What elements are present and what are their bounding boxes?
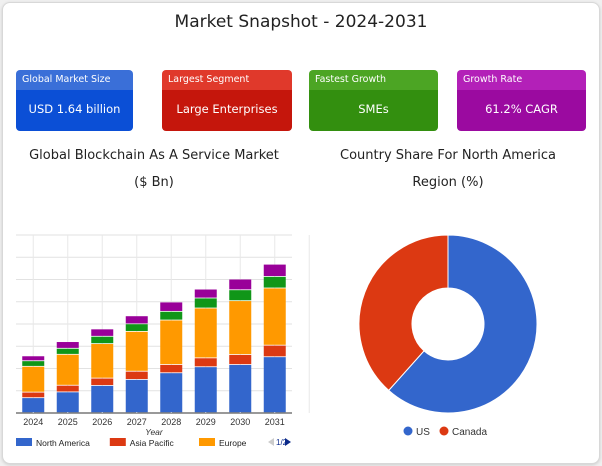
bar-segment bbox=[263, 276, 286, 288]
x-tick-label: 2025 bbox=[58, 417, 78, 427]
legend-swatch bbox=[439, 426, 449, 436]
card-value: SMEs bbox=[309, 90, 438, 131]
legend-next-icon[interactable] bbox=[285, 438, 291, 446]
x-tick-label: 2030 bbox=[230, 417, 250, 427]
card-value: Large Enterprises bbox=[162, 90, 292, 131]
pie-chart-subtitle: Region (%) bbox=[412, 175, 484, 190]
card-value: USD 1.64 billion bbox=[16, 90, 133, 131]
bar-segment bbox=[229, 279, 252, 290]
bar-segment bbox=[22, 356, 45, 361]
bar-segment bbox=[56, 392, 79, 413]
x-axis-label: Year bbox=[145, 427, 164, 437]
bar-segment bbox=[56, 342, 79, 348]
card-largest-segment: Largest Segment Large Enterprises bbox=[162, 70, 292, 131]
bar-segment bbox=[91, 378, 114, 386]
x-tick-label: 2027 bbox=[127, 417, 147, 427]
card-value: 61.2% CAGR bbox=[457, 90, 586, 131]
legend-swatch bbox=[16, 438, 32, 446]
pie-chart-title-text: Country Share For North America bbox=[340, 148, 556, 163]
bar-segment bbox=[22, 366, 45, 392]
bar-segment bbox=[160, 364, 183, 373]
bar-segment bbox=[160, 320, 183, 365]
bar-segment bbox=[194, 289, 217, 298]
bar-segment bbox=[125, 379, 148, 413]
bar-segment bbox=[194, 367, 217, 413]
legend-prev-icon[interactable] bbox=[268, 438, 274, 446]
x-tick-label: 2031 bbox=[265, 417, 285, 427]
bar-segment bbox=[22, 398, 45, 413]
legend-swatch bbox=[199, 438, 215, 446]
legend-label: Asia Pacific bbox=[130, 438, 175, 448]
x-tick-label: 2029 bbox=[196, 417, 216, 427]
card-fastest-growth: Fastest Growth SMEs bbox=[309, 70, 438, 131]
bar-chart-title: Global Blockchain As A Service Market ($… bbox=[4, 142, 304, 196]
bar-segment bbox=[160, 311, 183, 320]
x-tick-label: 2028 bbox=[161, 417, 181, 427]
bar-segment bbox=[263, 264, 286, 277]
bar-segment bbox=[194, 308, 217, 358]
bar-segment bbox=[22, 392, 45, 398]
bar-segment bbox=[125, 371, 148, 380]
donut-slice bbox=[358, 234, 449, 392]
x-tick-label: 2026 bbox=[92, 417, 112, 427]
bar-segment bbox=[229, 301, 252, 355]
bar-segment bbox=[263, 345, 286, 357]
bar-segment bbox=[194, 358, 217, 367]
legend-swatch bbox=[403, 426, 413, 436]
bar-segment bbox=[56, 348, 79, 354]
bar-segment bbox=[160, 373, 183, 413]
bar-segment bbox=[56, 385, 79, 392]
card-global-market-size: Global Market Size USD 1.64 billion bbox=[16, 70, 133, 131]
bar-segment bbox=[263, 357, 286, 413]
legend-label: US bbox=[416, 427, 430, 438]
bar-segment bbox=[125, 316, 148, 324]
bar-segment bbox=[229, 354, 252, 365]
card-growth-rate: Growth Rate 61.2% CAGR bbox=[457, 70, 586, 131]
legend-label: Europe bbox=[219, 438, 247, 448]
bar-chart-title-text: Global Blockchain As A Service Market bbox=[29, 148, 279, 163]
bar-segment bbox=[125, 331, 148, 371]
card-label: Growth Rate bbox=[457, 70, 586, 90]
bar-segment bbox=[194, 298, 217, 308]
bar-segment bbox=[229, 364, 252, 413]
bar-chart-subtitle: ($ Bn) bbox=[134, 175, 174, 190]
bar-segment bbox=[91, 329, 114, 336]
legend-swatch bbox=[109, 438, 126, 446]
legend-label: North America bbox=[36, 438, 90, 448]
pie-chart-title: Country Share For North America Region (… bbox=[298, 142, 598, 196]
card-label: Fastest Growth bbox=[309, 70, 438, 90]
bar-segment bbox=[160, 302, 183, 311]
bar-segment bbox=[91, 336, 114, 344]
page-title: Market Snapshot - 2024-2031 bbox=[174, 12, 428, 32]
bar-segment bbox=[56, 354, 79, 385]
bar-segment bbox=[125, 324, 148, 331]
bar-segment bbox=[91, 385, 114, 413]
card-label: Largest Segment bbox=[162, 70, 292, 90]
legend-page: 1/2 bbox=[276, 438, 288, 447]
bar-segment bbox=[91, 344, 114, 378]
card-label: Global Market Size bbox=[16, 70, 133, 90]
bar-segment bbox=[263, 288, 286, 345]
donut-slice bbox=[388, 234, 538, 414]
legend-label: Canada bbox=[452, 427, 487, 438]
bar-segment bbox=[22, 361, 45, 366]
bar-segment bbox=[229, 290, 252, 301]
x-tick-label: 2024 bbox=[23, 417, 43, 427]
